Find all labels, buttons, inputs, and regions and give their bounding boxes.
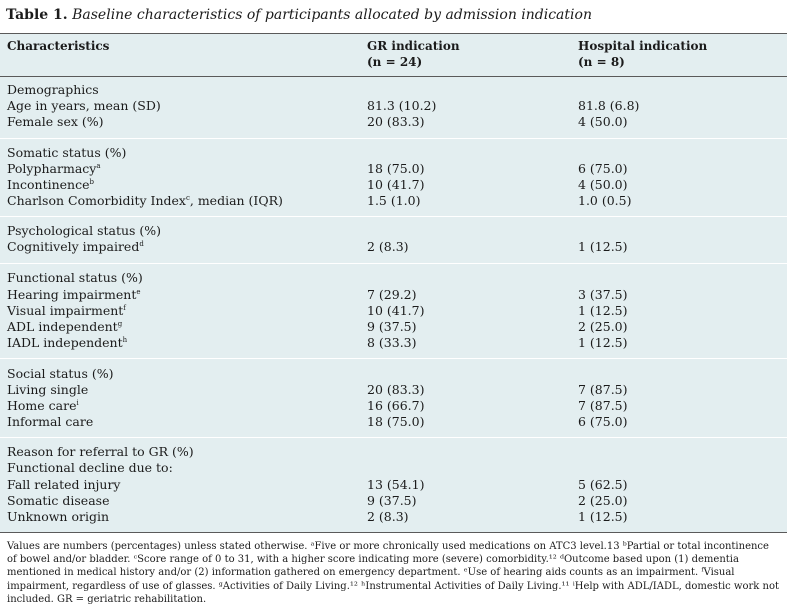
- row-label: IADL independenth: [7, 335, 128, 350]
- row-label: Visual impairmentf: [7, 303, 126, 318]
- gr-value: 8 (33.3): [367, 335, 417, 350]
- gr-value: 9 (37.5): [367, 493, 417, 508]
- section-divider: [0, 263, 787, 264]
- section-heading: Functional status (%): [7, 270, 143, 285]
- gr-value: 10 (41.7): [367, 303, 425, 318]
- table-caption: Baseline characteristics of participants…: [72, 7, 592, 23]
- row-label: ADL independentg: [7, 319, 123, 334]
- hosp-value: 3 (37.5): [578, 287, 628, 302]
- gr-value: 20 (83.3): [367, 382, 425, 397]
- section-divider: [0, 358, 787, 359]
- header-gr-n: (n = 24): [367, 55, 423, 69]
- section-divider: [0, 437, 787, 438]
- header-hospital-indication: Hospital indication: [578, 39, 708, 53]
- row-label: Informal care: [7, 414, 94, 429]
- row-label: Charlson Comorbidity Indexc, median (IQR…: [7, 193, 283, 208]
- hosp-value: 4 (50.0): [578, 114, 628, 129]
- row-label: Incontinenceb: [7, 177, 94, 192]
- gr-value: 13 (54.1): [367, 477, 425, 492]
- header-characteristics: Characteristics: [7, 39, 110, 53]
- row-label: Somatic disease: [7, 493, 110, 508]
- gr-value: 16 (66.7): [367, 398, 425, 413]
- gr-value: 2 (8.3): [367, 509, 409, 524]
- row-label: Home carei: [7, 398, 79, 413]
- hosp-value: 2 (25.0): [578, 493, 628, 508]
- section-divider: [0, 138, 787, 139]
- hosp-value: 81.8 (6.8): [578, 98, 640, 113]
- section-heading: Somatic status (%): [7, 145, 127, 160]
- gr-value: 7 (29.2): [367, 287, 417, 302]
- hosp-value: 1 (12.5): [578, 335, 628, 350]
- table-body: [0, 33, 787, 533]
- table-number: Table 1.: [6, 7, 68, 23]
- hosp-value: 1.0 (0.5): [578, 193, 632, 208]
- hosp-value: 1 (12.5): [578, 239, 628, 254]
- row-label: Fall related injury: [7, 477, 121, 492]
- gr-value: 9 (37.5): [367, 319, 417, 334]
- section-heading: Demographics: [7, 82, 99, 97]
- gr-value: 81.3 (10.2): [367, 98, 437, 113]
- hosp-value: 1 (12.5): [578, 509, 628, 524]
- table-footnote: Values are numbers (percentages) unless …: [7, 541, 779, 605]
- row-label: Polypharmacya: [7, 161, 101, 176]
- gr-value: 18 (75.0): [367, 161, 425, 176]
- gr-value: 2 (8.3): [367, 239, 409, 254]
- hosp-value: 1 (12.5): [578, 303, 628, 318]
- hosp-value: 5 (62.5): [578, 477, 628, 492]
- section-divider: [0, 216, 787, 217]
- row-label: Female sex (%): [7, 114, 104, 129]
- hosp-value: 7 (87.5): [578, 398, 628, 413]
- hosp-value: 4 (50.0): [578, 177, 628, 192]
- hosp-value: 6 (75.0): [578, 161, 628, 176]
- row-label: Unknown origin: [7, 509, 110, 524]
- row-label: Cognitively impairedd: [7, 239, 144, 254]
- hosp-value: 7 (87.5): [578, 382, 628, 397]
- bottom-rule: [0, 532, 787, 533]
- header-rule: [0, 76, 787, 77]
- row-label: Hearing impairmente: [7, 287, 141, 302]
- gr-value: 20 (83.3): [367, 114, 425, 129]
- hosp-value: 6 (75.0): [578, 414, 628, 429]
- table-title: Table 1. Baseline characteristics of par…: [6, 7, 592, 23]
- row-label: Age in years, mean (SD): [7, 98, 161, 113]
- section-heading: Social status (%): [7, 366, 114, 381]
- table-title-bar: Table 1. Baseline characteristics of par…: [0, 0, 787, 33]
- section-subheading: Functional decline due to:: [7, 460, 173, 475]
- gr-value: 18 (75.0): [367, 414, 425, 429]
- gr-value: 10 (41.7): [367, 177, 425, 192]
- row-label: Living single: [7, 382, 89, 397]
- top-rule: [0, 33, 787, 34]
- header-gr-indication: GR indication: [367, 39, 460, 53]
- hosp-value: 2 (25.0): [578, 319, 628, 334]
- section-heading: Reason for referral to GR (%): [7, 444, 194, 459]
- gr-value: 1.5 (1.0): [367, 193, 421, 208]
- section-heading: Psychological status (%): [7, 223, 162, 238]
- header-hospital-n: (n = 8): [578, 55, 625, 69]
